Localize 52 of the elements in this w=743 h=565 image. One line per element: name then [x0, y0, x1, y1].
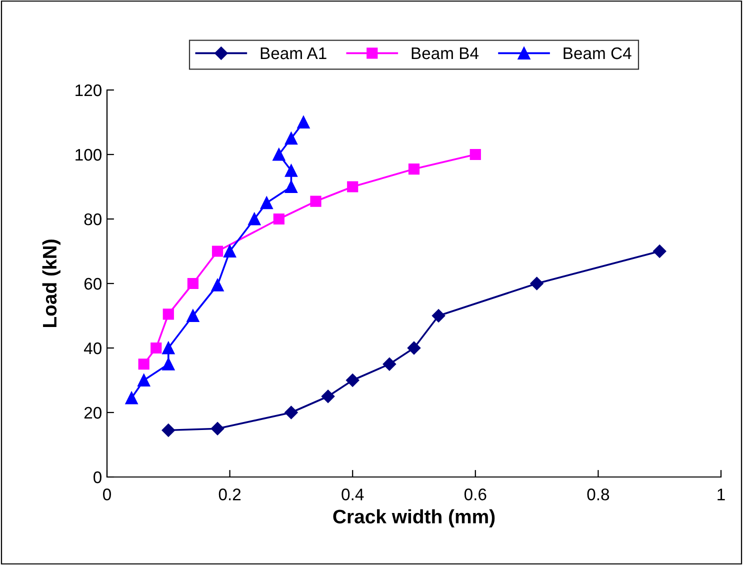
point — [470, 148, 481, 160]
point — [408, 163, 420, 175]
x-tick-label: 0.8 — [587, 488, 610, 500]
point — [211, 278, 224, 292]
point — [284, 406, 298, 420]
point — [273, 213, 284, 225]
point — [347, 181, 358, 192]
y-tick-label: 60 — [84, 278, 102, 290]
point — [138, 374, 150, 386]
point — [187, 278, 199, 290]
point — [125, 392, 138, 404]
point — [382, 358, 396, 371]
legend-label: Beam C4 — [564, 47, 632, 60]
y-tick-label: 40 — [84, 342, 102, 354]
x-tick-label: 0.4 — [342, 488, 364, 500]
y-axis-title: Load (kN) — [42, 240, 60, 328]
x-tick-label: 1 — [718, 488, 725, 500]
legend-label: Beam B4 — [412, 48, 479, 60]
point — [321, 390, 335, 403]
x-axis-title: Crack width (mm) — [333, 509, 495, 528]
y-tick-label: 20 — [84, 406, 102, 419]
point — [260, 196, 273, 210]
x-tick-label: 0.6 — [464, 488, 486, 500]
point — [186, 310, 200, 322]
point — [284, 180, 298, 193]
point — [530, 276, 544, 290]
point — [346, 374, 360, 387]
point — [162, 342, 175, 354]
point — [212, 246, 224, 257]
x-tick-label: 0 — [103, 488, 111, 500]
point — [248, 212, 261, 226]
point — [162, 424, 175, 437]
legend-label: Beam A1 — [260, 48, 326, 60]
point — [210, 422, 224, 436]
point — [653, 244, 666, 258]
y-tick-label: 0 — [94, 471, 102, 484]
point — [162, 358, 175, 370]
point — [432, 309, 446, 322]
y-tick-label: 120 — [76, 84, 102, 96]
point — [310, 196, 322, 207]
point — [272, 148, 286, 161]
point — [407, 341, 421, 355]
y-tick-label: 80 — [84, 213, 102, 226]
point — [224, 245, 236, 258]
point — [162, 308, 174, 320]
x-tick-label: 0.2 — [218, 488, 241, 500]
point — [284, 164, 298, 177]
point — [150, 342, 162, 354]
point — [138, 358, 150, 370]
point — [284, 132, 298, 145]
point — [297, 116, 310, 128]
y-tick-label: 100 — [76, 148, 102, 161]
